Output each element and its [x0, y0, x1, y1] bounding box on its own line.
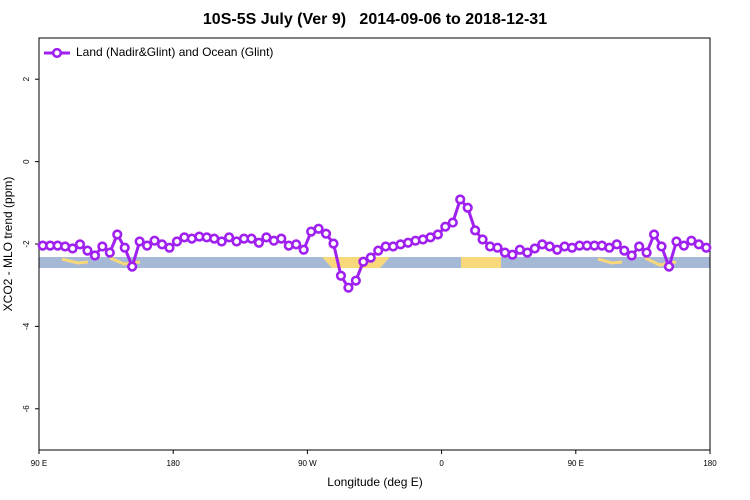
data-point	[462, 202, 473, 213]
data-point	[171, 236, 183, 247]
data-point	[134, 236, 145, 247]
data-point	[246, 233, 257, 244]
data-point	[447, 217, 458, 228]
data-point	[104, 247, 115, 258]
x-axis-label: Longitude (deg E)	[327, 475, 422, 489]
x-tick-label: 90 W	[298, 459, 317, 468]
data-point	[470, 225, 481, 236]
data-point	[82, 245, 93, 256]
legend-label: Land (Nadir&Glint) and Ocean (Glint)	[76, 45, 273, 59]
data-point	[634, 241, 645, 252]
y-tick-label: -2	[22, 240, 31, 248]
data-point	[276, 233, 287, 244]
data-point	[507, 249, 518, 260]
data-point	[253, 237, 265, 248]
x-tick-label: 0	[439, 459, 444, 468]
data-point	[320, 228, 332, 239]
y-tick-label: 0	[22, 159, 31, 164]
data-point	[611, 239, 622, 250]
legend-marker	[51, 47, 63, 59]
data-point	[477, 234, 488, 245]
data-point	[365, 252, 376, 263]
data-point	[373, 245, 384, 256]
data-point	[328, 238, 339, 249]
land-south-america	[322, 257, 390, 268]
data-point	[432, 229, 443, 240]
data-point	[656, 241, 667, 252]
data-point	[67, 243, 78, 254]
data-point	[529, 243, 540, 254]
data-point	[164, 242, 175, 253]
data-point	[119, 242, 130, 253]
data-point	[648, 229, 660, 240]
data-point	[142, 240, 153, 251]
data-point	[522, 247, 533, 258]
data-point	[358, 256, 369, 267]
y-tick-label: 2	[22, 76, 31, 81]
data-point	[112, 229, 123, 240]
y-axis-label: XCO2 - MLO trend (ppm)	[1, 177, 15, 312]
data-point	[701, 242, 712, 253]
data-point	[224, 232, 235, 243]
land-islands	[61, 256, 677, 267]
data-point	[686, 235, 697, 246]
data-point	[492, 242, 503, 253]
data-point	[74, 239, 86, 250]
data-point	[619, 245, 630, 256]
land-africa	[461, 257, 501, 268]
data-point	[313, 223, 324, 234]
data-point	[350, 275, 361, 286]
data-point	[641, 247, 652, 258]
y-tick-label: -6	[22, 405, 31, 413]
x-tick-label: 180	[703, 459, 717, 468]
x-tick-label: 90 E	[31, 459, 47, 468]
data-point	[89, 250, 101, 261]
data-point	[455, 194, 466, 205]
data-point	[298, 244, 309, 255]
x-tick-label: 180	[167, 459, 181, 468]
data-point	[440, 221, 451, 232]
chart-title: 10S-5S July (Ver 9) 2014-09-06 to 2018-1…	[203, 11, 547, 28]
data-point	[97, 241, 108, 252]
data-point	[149, 235, 160, 246]
data-point	[626, 250, 637, 261]
y-tick-label: -4	[22, 322, 31, 330]
data-point	[216, 236, 227, 247]
data-point	[343, 282, 354, 293]
x-tick-label: 90 E	[568, 459, 584, 468]
data-point	[335, 270, 347, 281]
data-point	[663, 261, 675, 272]
data-point	[671, 236, 682, 247]
data-point	[127, 261, 138, 272]
data-point	[291, 239, 302, 250]
data-point	[678, 240, 690, 251]
